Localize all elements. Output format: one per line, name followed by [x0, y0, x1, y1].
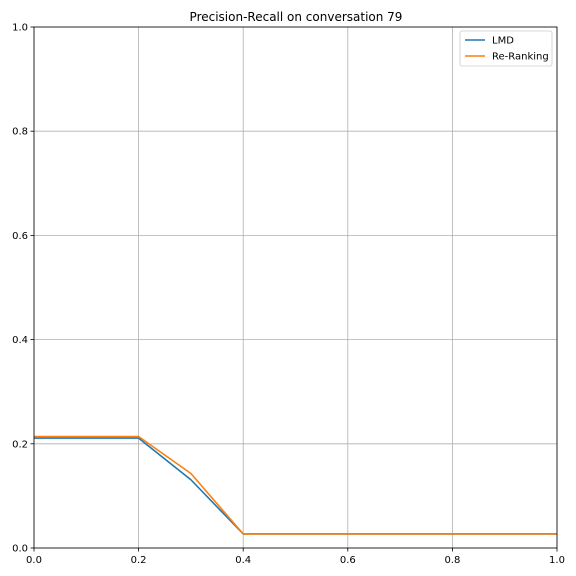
- x-tick-label: 1.0: [549, 555, 565, 566]
- y-tick-label: 0.6: [12, 231, 28, 242]
- y-tick-label: 0.8: [12, 127, 28, 138]
- y-tick-label: 0.0: [12, 544, 28, 555]
- x-tick-label: 0.8: [444, 555, 460, 566]
- x-tick-label: 0.6: [340, 555, 356, 566]
- y-tick-label: 1.0: [12, 23, 28, 34]
- axis-ticks: 0.0 0.2 0.4 0.6 0.8 1.0 0.0 0.2 0.4 0.6 0.8 1.0: [12, 23, 565, 567]
- x-tick-label: 0.4: [235, 555, 251, 566]
- x-tick-label: 0.2: [131, 555, 147, 566]
- series-lines: [34, 435, 557, 535]
- chart-title: Precision-Recall on conversation 79: [190, 10, 403, 24]
- axes-frame: [33, 26, 558, 549]
- y-tick-label: 0.2: [12, 439, 28, 450]
- y-tick-label: 0.4: [12, 335, 28, 346]
- series-line-re-ranking: [34, 435, 557, 535]
- legend-label-lmd: LMD: [492, 36, 514, 47]
- legend: LMD Re-Ranking: [459, 30, 553, 67]
- legend-label-re-ranking: Re-Ranking: [492, 52, 549, 63]
- x-tick-label: 0.0: [26, 555, 42, 566]
